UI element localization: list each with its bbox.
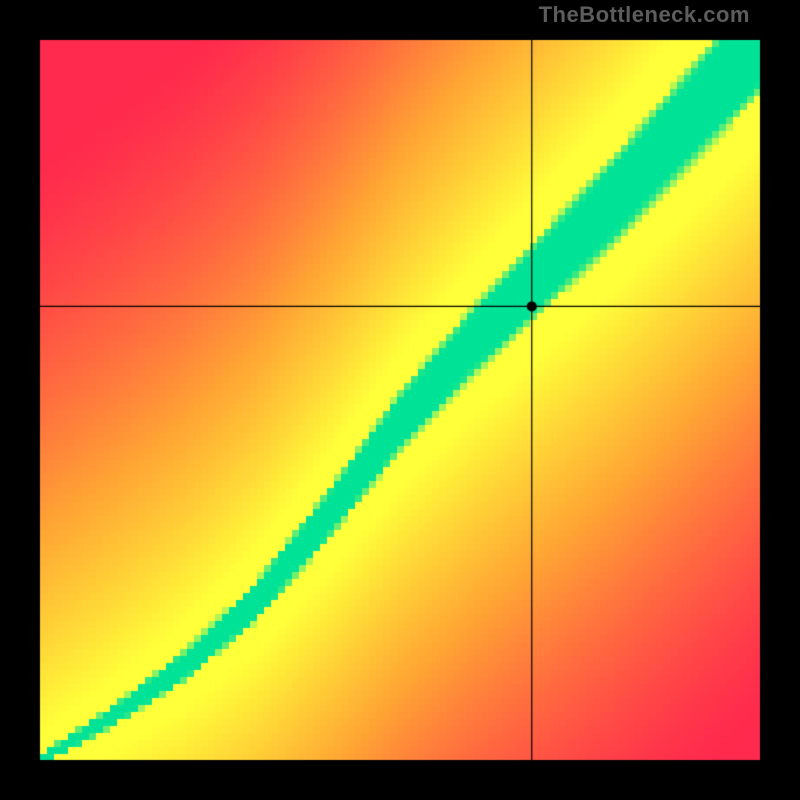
bottleneck-heatmap-canvas — [0, 0, 800, 800]
chart-container: TheBottleneck.com — [0, 0, 800, 800]
watermark-text: TheBottleneck.com — [539, 2, 750, 28]
